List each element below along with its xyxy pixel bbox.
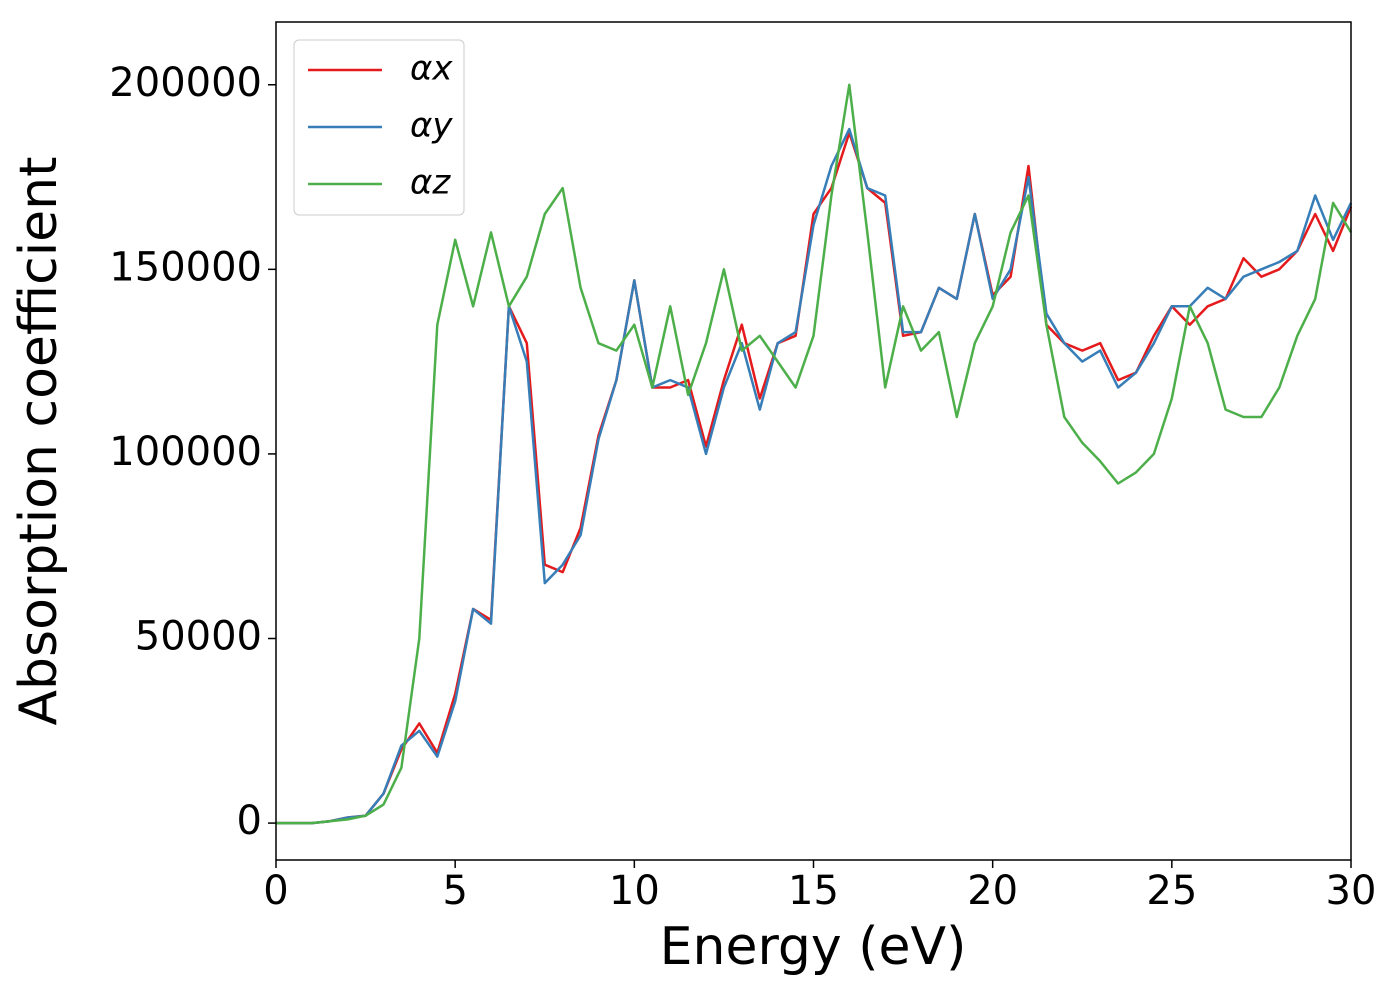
x-tick-label: 10 xyxy=(609,868,660,914)
y-tick-label: 0 xyxy=(237,798,262,844)
legend-label: αz xyxy=(410,163,451,203)
series-line xyxy=(276,127,1353,825)
series-line xyxy=(276,131,1353,825)
x-tick-label: 5 xyxy=(442,868,467,914)
y-tick-label: 150000 xyxy=(109,244,262,290)
series-line xyxy=(276,83,1353,825)
x-tick-label: 15 xyxy=(788,868,839,914)
y-tick-label: 50000 xyxy=(135,614,262,660)
x-tick-label: 0 xyxy=(263,868,288,914)
x-axis-label: Energy (eV) xyxy=(660,917,967,977)
y-axis-label: Absorption coefficient xyxy=(9,156,69,725)
y-tick-label: 100000 xyxy=(109,429,262,475)
plot-frame xyxy=(275,21,1352,861)
y-tick-label: 200000 xyxy=(109,60,262,106)
legend-label: αx xyxy=(410,49,453,89)
legend-label: αy xyxy=(410,106,453,146)
x-tick-label: 30 xyxy=(1326,868,1377,914)
x-tick-label: 20 xyxy=(967,868,1018,914)
x-tick-label: 25 xyxy=(1146,868,1197,914)
